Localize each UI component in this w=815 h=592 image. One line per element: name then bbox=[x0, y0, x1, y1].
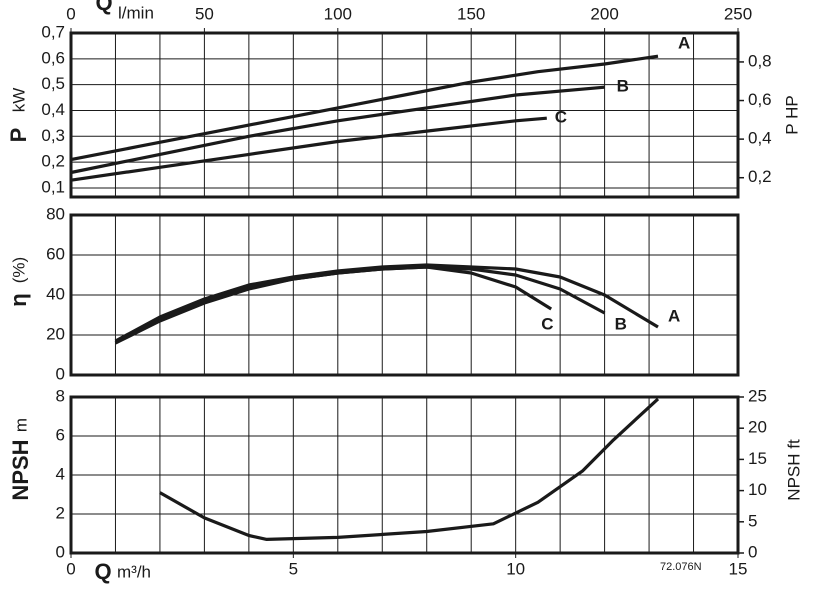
y2-tick-label: 5 bbox=[748, 511, 757, 530]
curve-label: B bbox=[617, 77, 629, 96]
y2-tick-label: 0,2 bbox=[748, 167, 772, 186]
curve-label: A bbox=[668, 306, 680, 325]
curve-label: B bbox=[615, 314, 627, 333]
y-tick-label: 8 bbox=[56, 386, 65, 405]
curve-label: A bbox=[678, 34, 690, 53]
x-tick-label: 10 bbox=[506, 559, 525, 578]
y2-tick-label: 20 bbox=[748, 418, 767, 437]
y-tick-label: 0 bbox=[56, 364, 65, 383]
y2-axis-label: NPSH ft bbox=[784, 439, 803, 501]
y-tick-label: 60 bbox=[46, 244, 65, 263]
x-axis-unit: m³/h bbox=[117, 562, 151, 581]
curve bbox=[114, 263, 659, 343]
curve bbox=[114, 265, 553, 345]
x2-axis-label: Q bbox=[95, 0, 112, 15]
y2-tick-label: 15 bbox=[748, 449, 767, 468]
x-tick-label: 15 bbox=[729, 559, 748, 578]
y-tick-label: 0,6 bbox=[41, 48, 65, 67]
panel-frame bbox=[69, 395, 740, 555]
curve bbox=[159, 397, 660, 541]
curve bbox=[70, 85, 605, 175]
y2-tick-label: 25 bbox=[748, 386, 767, 405]
y-axis-label: NPSH bbox=[8, 439, 33, 500]
y2-tick-label: 0 bbox=[748, 542, 757, 561]
y-tick-label: 20 bbox=[46, 324, 65, 343]
y-axis-label: P bbox=[6, 128, 31, 143]
curve bbox=[70, 116, 547, 182]
x2-tick-label: 100 bbox=[324, 4, 352, 23]
y2-axis-label: P HP bbox=[782, 95, 801, 134]
x2-axis-unit: l/min bbox=[118, 3, 154, 22]
panel-frame bbox=[69, 213, 740, 377]
y-axis-label: η bbox=[6, 293, 31, 306]
y-tick-label: 0,1 bbox=[41, 177, 65, 196]
y-tick-label: 0,3 bbox=[41, 126, 65, 145]
x-axis-label: Q bbox=[94, 559, 111, 584]
x-tick-label: 5 bbox=[289, 559, 298, 578]
curve-label: C bbox=[555, 108, 567, 127]
y2-tick-label: 0,6 bbox=[748, 90, 772, 109]
x2-tick-label: 50 bbox=[195, 4, 214, 23]
y-axis-unit: m bbox=[11, 418, 30, 432]
curve-label: C bbox=[541, 314, 553, 333]
y-tick-label: 4 bbox=[56, 464, 65, 483]
y-tick-label: 6 bbox=[56, 425, 65, 444]
y-tick-label: 0,7 bbox=[41, 22, 65, 41]
y2-tick-label: 10 bbox=[748, 480, 767, 499]
x-tick-label: 0 bbox=[66, 559, 75, 578]
x2-tick-label: 250 bbox=[724, 4, 752, 23]
x2-tick-label: 0 bbox=[66, 4, 75, 23]
panel-frame bbox=[69, 31, 740, 199]
y-tick-label: 80 bbox=[46, 204, 65, 223]
curve bbox=[70, 54, 659, 162]
drawing-code: 72.076N bbox=[660, 561, 702, 573]
y-tick-label: 0,2 bbox=[41, 152, 65, 171]
y-tick-label: 2 bbox=[56, 503, 65, 522]
y-tick-label: 0,5 bbox=[41, 74, 65, 93]
x2-tick-label: 200 bbox=[590, 4, 618, 23]
y-axis-unit: kW bbox=[9, 88, 28, 113]
y-tick-label: 40 bbox=[46, 284, 65, 303]
y-tick-label: 0 bbox=[56, 542, 65, 561]
y-tick-label: 0,4 bbox=[41, 100, 65, 119]
y2-tick-label: 0,4 bbox=[748, 129, 772, 148]
y-axis-unit: (%) bbox=[9, 257, 28, 283]
x2-tick-label: 150 bbox=[457, 4, 485, 23]
y2-tick-label: 0,8 bbox=[748, 51, 772, 70]
